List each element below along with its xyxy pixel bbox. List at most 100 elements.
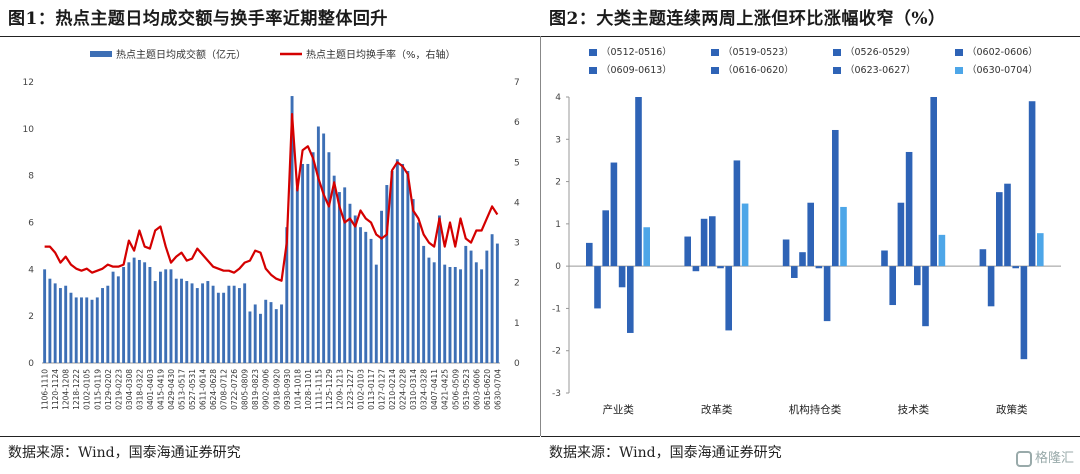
legend-label-week: （0512-0516） [601, 46, 672, 58]
bar-turnover-amount [174, 278, 178, 363]
bar-turnover-amount [395, 159, 399, 363]
bar-turnover-amount [58, 288, 62, 363]
bar-turnover-amount [380, 210, 383, 363]
bar-category-week [618, 266, 626, 288]
bar-category-week [782, 239, 790, 267]
bar-category-week [635, 97, 642, 267]
bar-turnover-amount [306, 163, 310, 363]
bar-turnover-amount [148, 266, 152, 363]
x-tick-label: 0318-0322 [135, 369, 144, 410]
bar-category-week [840, 206, 847, 267]
bar-category-week [987, 266, 995, 307]
bar-turnover-amount [190, 283, 194, 363]
x-tick-label: 1218-1222 [72, 369, 81, 410]
y-right-tick-label: 0 [514, 359, 520, 369]
bar-turnover-amount [474, 262, 478, 363]
bar-turnover-amount [316, 126, 320, 363]
x-tick-label: 0113-0117 [367, 369, 376, 410]
left-top-rule [0, 36, 540, 37]
right-top-rule [541, 36, 1080, 37]
bar-turnover-amount [201, 283, 205, 363]
bar-turnover-amount [64, 285, 68, 363]
bar-turnover-amount [53, 283, 57, 363]
bar-category-week [1004, 183, 1011, 267]
y-tick-label: 0 [555, 262, 561, 272]
bar-category-week [807, 202, 814, 267]
bar-category-week [586, 242, 593, 267]
y-tick-label: 4 [555, 93, 561, 103]
bar-turnover-amount [416, 222, 420, 363]
x-tick-label: 1028-1101 [304, 369, 313, 410]
y-left-tick-label: 12 [23, 78, 34, 88]
bar-turnover-amount [232, 285, 236, 363]
x-tick-label: 0902-0906 [262, 369, 271, 410]
legend-label-turnover-amount: 热点主题日均成交额（亿元） [116, 48, 246, 61]
x-tick-label: 0415-0419 [156, 369, 165, 410]
bar-turnover-amount [243, 283, 247, 363]
legend-label-week: （0630-0704） [967, 64, 1038, 76]
bar-turnover-amount [448, 266, 452, 363]
x-tick-label: 0722-0726 [230, 369, 239, 410]
x-tick-label: 0127-0127 [378, 369, 387, 410]
x-tick-label: 0918-0920 [272, 369, 281, 410]
bar-turnover-amount [348, 203, 352, 363]
right-figure-panel: 图2：大类主题连续两周上涨但环比涨幅收窄（%） （0512-0516） （0519… [541, 0, 1080, 474]
x-tick-label: 1204-1208 [62, 369, 71, 410]
bar-turnover-amount [301, 163, 305, 363]
x-tick-label: 0429-0430 [167, 369, 176, 410]
bar-turnover-amount [153, 281, 157, 363]
y-left-tick-label: 0 [28, 359, 34, 369]
y-right-tick-label: 4 [514, 198, 520, 208]
bar-turnover-amount [269, 302, 273, 363]
y-tick-label: -3 [552, 389, 561, 399]
watermark-text: 格隆汇 [1034, 451, 1074, 466]
bar-turnover-amount [85, 297, 89, 363]
bar-turnover-amount [211, 285, 215, 363]
bar-category-week [602, 210, 609, 267]
x-tick-label: 0324-0328 [420, 369, 429, 410]
bar-category-week [725, 266, 732, 331]
legend-swatch-week [711, 49, 719, 56]
x-tick-label: 0616-0620 [483, 369, 492, 410]
y-tick-label: -1 [552, 304, 561, 314]
y-left-tick-label: 2 [28, 312, 34, 322]
bar-category-week [799, 252, 806, 267]
bar-category-week [594, 266, 601, 309]
left-chart: 热点主题日均成交额（亿元） 热点主题日均换手率（%，右轴）024681012012… [23, 48, 520, 410]
bar-category-week [692, 266, 700, 272]
legend-label-week: （0616-0620） [723, 64, 794, 76]
bar-category-week [643, 227, 650, 267]
bar-turnover-amount [195, 288, 199, 363]
bar-turnover-amount [227, 285, 231, 363]
bar-turnover-amount [327, 152, 331, 363]
bar-turnover-amount [490, 234, 494, 363]
y-tick-label: 1 [555, 220, 561, 230]
x-tick-label: 0506-0509 [451, 369, 460, 410]
bar-turnover-amount [222, 292, 226, 363]
bar-category-week [979, 249, 987, 267]
bar-category-week [1020, 266, 1028, 360]
x-tick-label: 0407-0411 [430, 369, 439, 410]
bar-category-week [684, 236, 691, 267]
x-category-label: 产业类 [602, 403, 634, 416]
x-tick-label: 0630-0704 [493, 369, 502, 410]
bar-turnover-amount [43, 269, 47, 363]
right-chart: （0512-0516） （0519-0523） （0526-0529） （0602-0… [552, 46, 1061, 416]
bar-turnover-amount [480, 269, 484, 363]
bar-category-week [832, 129, 839, 267]
bar-turnover-amount [427, 257, 431, 363]
line-turnover-rate [44, 113, 499, 282]
bar-turnover-amount [101, 288, 104, 363]
right-source-note: 数据来源：Wind，国泰海通证券研究 [549, 445, 782, 461]
bar-turnover-amount [390, 170, 394, 363]
x-tick-label: 0819-0823 [251, 369, 260, 410]
bar-turnover-amount [169, 269, 173, 363]
legend-swatch-week [589, 49, 597, 56]
legend-label-turnover-rate: 热点主题日均换手率（%，右轴） [306, 48, 456, 61]
legend-swatch-week [955, 49, 963, 56]
x-tick-label: 0708-0712 [220, 369, 229, 410]
x-tick-label: 0210-0214 [388, 369, 397, 410]
bar-turnover-amount [495, 243, 499, 363]
x-tick-label: 0611-0614 [199, 369, 208, 410]
watermark-icon [1015, 450, 1032, 467]
